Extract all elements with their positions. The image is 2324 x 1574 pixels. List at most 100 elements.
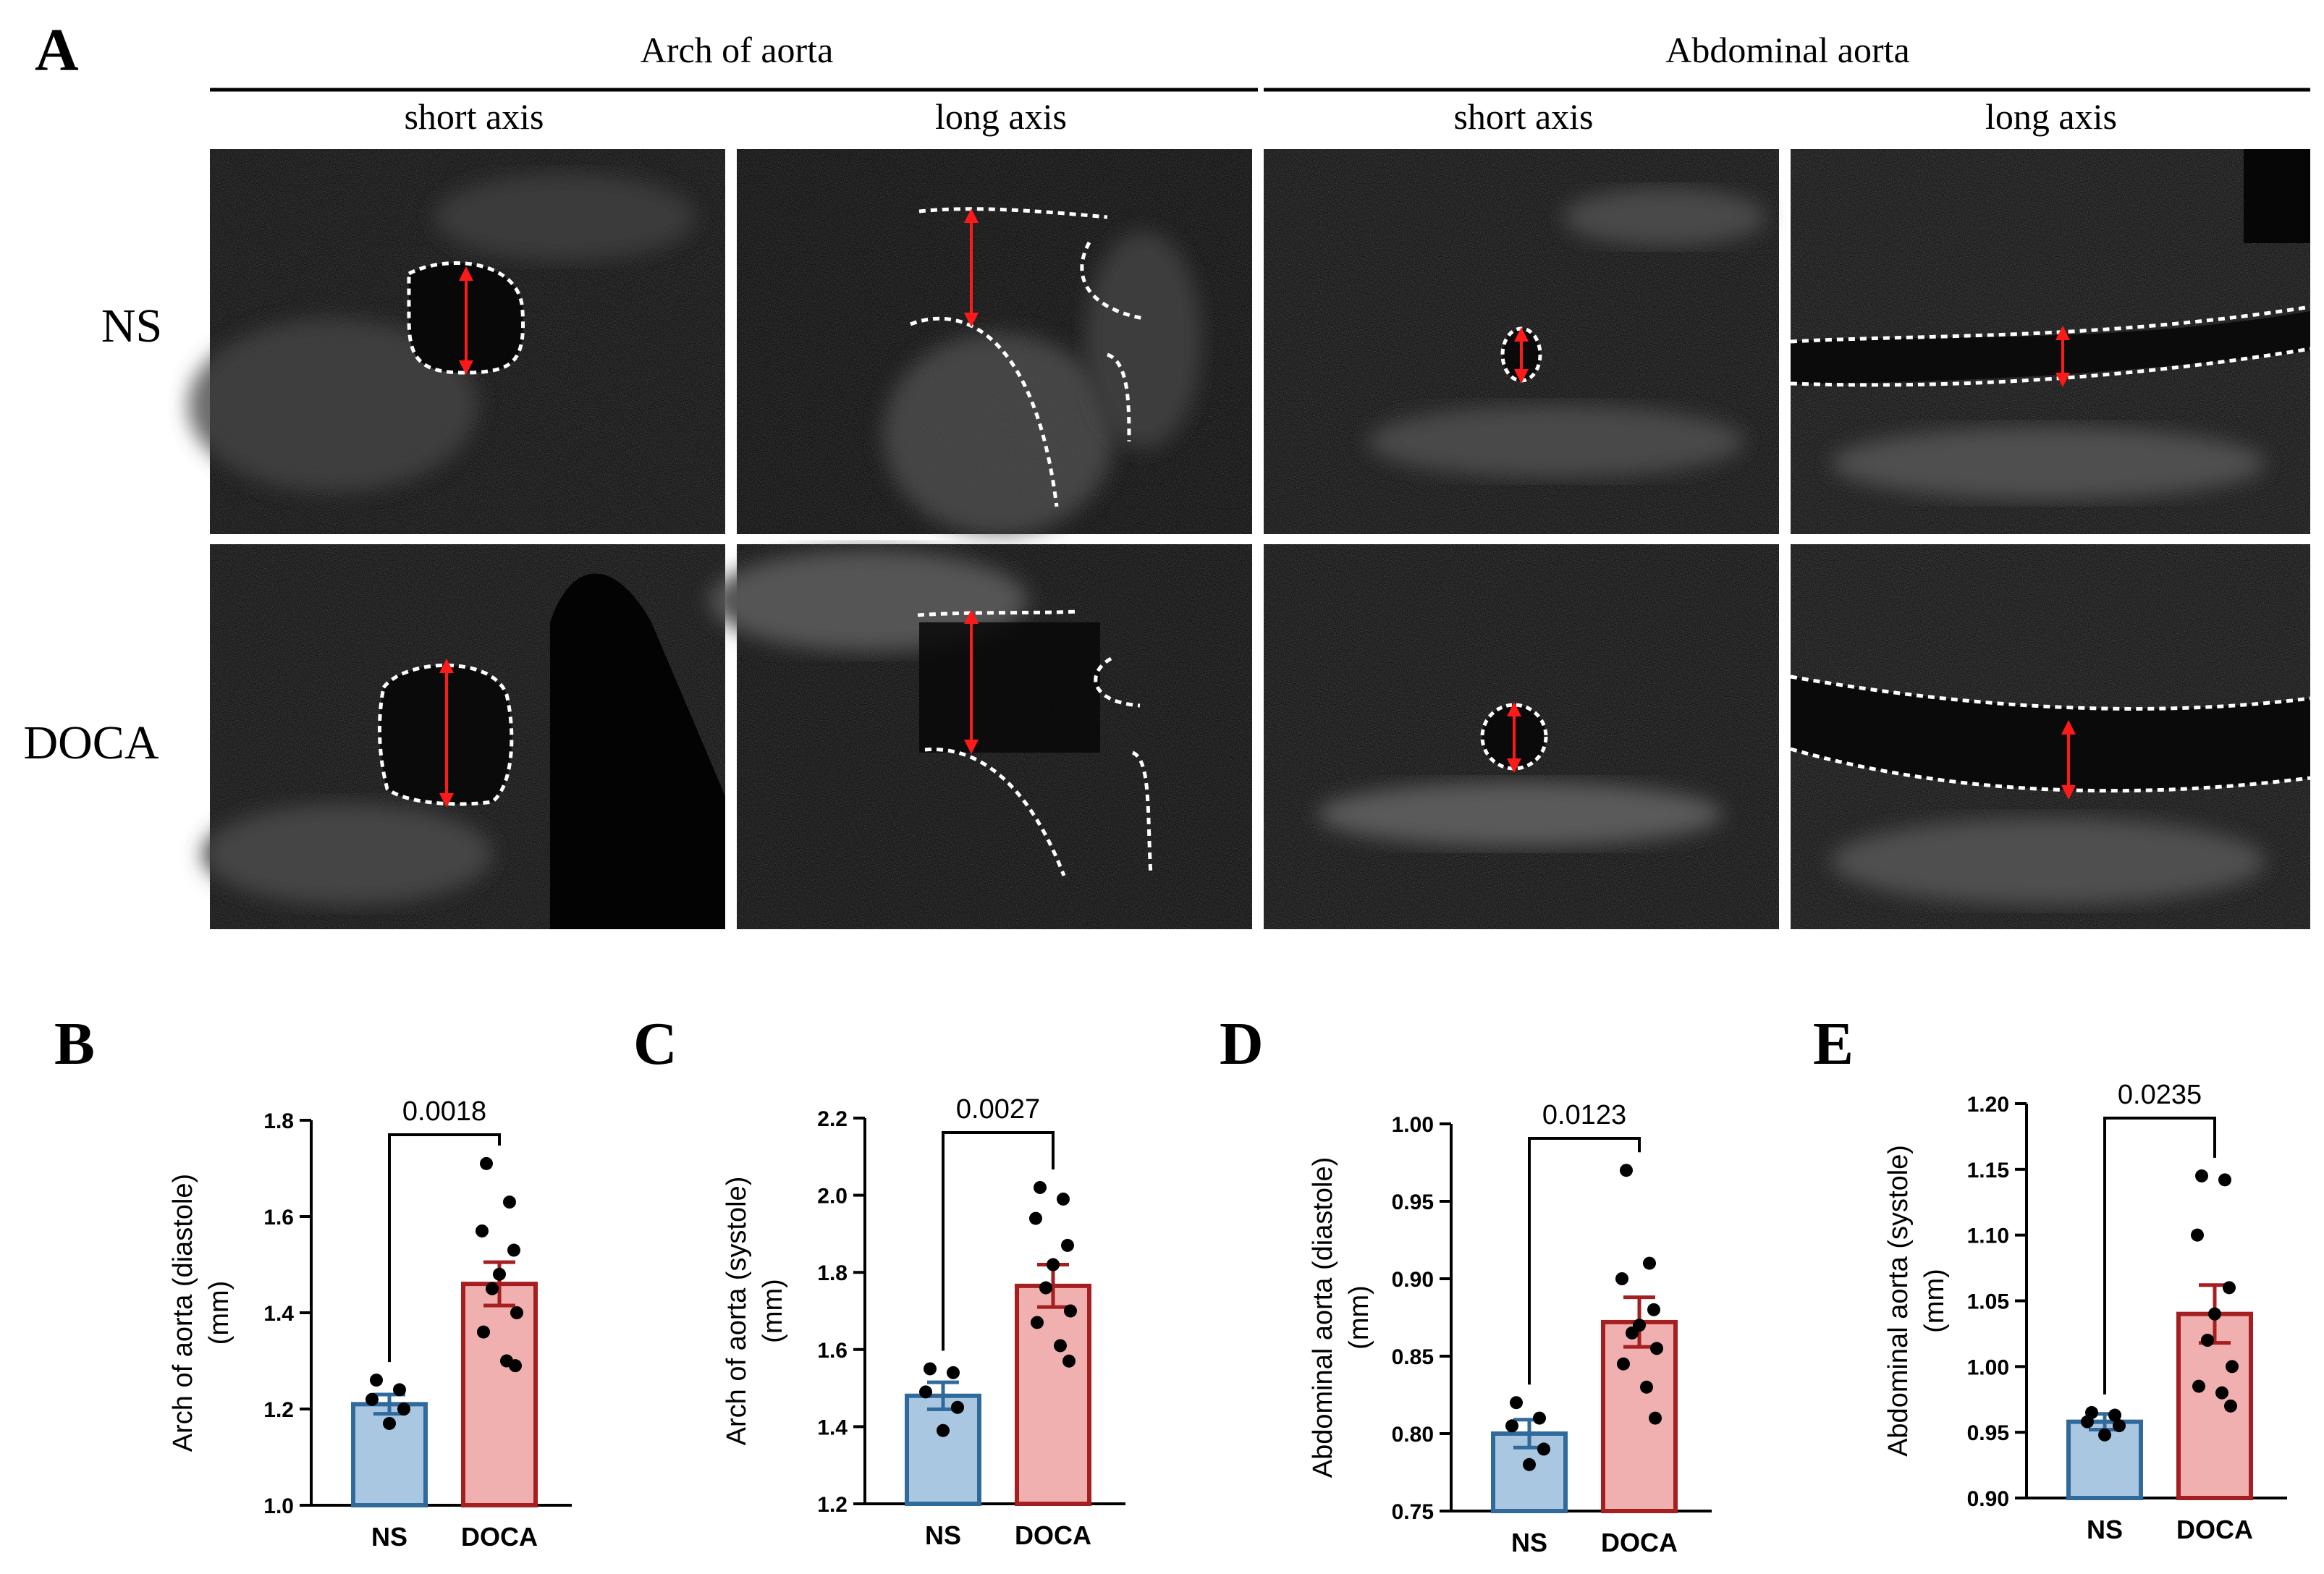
data-point-doca bbox=[1647, 1303, 1660, 1316]
x-tick-label: NS bbox=[371, 1522, 407, 1552]
data-point-ns bbox=[370, 1374, 383, 1387]
y-axis-label: Abdominal aorta (systole) (mm) bbox=[1883, 1145, 1950, 1457]
data-point-doca bbox=[2215, 1386, 2228, 1400]
data-point-doca bbox=[1039, 1281, 1052, 1295]
y-tick-label: 1.8 bbox=[817, 1261, 848, 1285]
data-point-doca bbox=[1649, 1411, 1662, 1425]
data-point-doca bbox=[480, 1156, 493, 1170]
data-point-doca bbox=[2224, 1399, 2237, 1413]
y-tick-label: 0.85 bbox=[1392, 1345, 1434, 1369]
row-label-doca: DOCA bbox=[23, 716, 159, 769]
y-tick-label: 0.90 bbox=[1967, 1487, 2009, 1511]
y-axis-label-line: Abdominal aorta (systole) bbox=[1883, 1145, 1914, 1457]
data-point-doca bbox=[1626, 1326, 1639, 1340]
y-axis-label-line: Abdominal aorta (diastole) bbox=[1308, 1157, 1338, 1478]
x-tick-label: DOCA bbox=[461, 1522, 538, 1552]
data-point-ns bbox=[1537, 1442, 1550, 1456]
view-header-2: long axis bbox=[935, 96, 1067, 137]
data-point-ns bbox=[919, 1385, 932, 1399]
y-axis-label-line: (mm) bbox=[758, 1279, 788, 1343]
p-value-label: 0.0027 bbox=[956, 1094, 1040, 1125]
y-axis-label: Abdominal aorta (diastole) (mm) bbox=[1308, 1157, 1374, 1478]
significance-bracket bbox=[1528, 1137, 1641, 1385]
us-image-doca-abdominal-long bbox=[1790, 544, 2311, 929]
data-point-ns bbox=[383, 1416, 396, 1430]
data-point-doca bbox=[1029, 1211, 1042, 1225]
y-tick-label: 1.4 bbox=[263, 1302, 294, 1326]
y-axis-label-line: (mm) bbox=[1919, 1269, 1950, 1333]
y-axis-label: Arch of aorta (diastole) (mm) bbox=[168, 1174, 234, 1452]
row-label-ns: NS bbox=[101, 300, 162, 352]
y-axis-label-line: Arch of aorta (systole) bbox=[722, 1177, 752, 1446]
data-point-doca bbox=[2201, 1334, 2214, 1347]
bar-charts: B 1.0 1.2 1.4 1.6 1.8 Arch of aorta (diastole)… bbox=[54, 1010, 2287, 1557]
data-point-doca bbox=[486, 1282, 499, 1295]
data-point-ns bbox=[365, 1392, 379, 1406]
y-tick-label: 0.75 bbox=[1392, 1500, 1434, 1524]
y-tick-label: 0.95 bbox=[1967, 1421, 2009, 1445]
p-value-label: 0.0123 bbox=[1542, 1100, 1626, 1130]
data-point-doca bbox=[2218, 1173, 2231, 1187]
us-image-ns-arch-short bbox=[188, 149, 725, 534]
panel-letter: C bbox=[633, 1010, 677, 1078]
y-tick-label: 2.0 bbox=[817, 1185, 848, 1209]
y-axis-label-line: Arch of aorta (diastole) bbox=[168, 1174, 198, 1452]
x-tick-label: NS bbox=[925, 1520, 961, 1550]
data-point-doca bbox=[1617, 1357, 1630, 1371]
data-point-doca bbox=[1054, 1339, 1067, 1353]
us-image-ns-arch-long bbox=[737, 149, 1252, 536]
data-point-ns bbox=[1510, 1396, 1523, 1410]
data-point-doca bbox=[1047, 1258, 1060, 1272]
data-point-doca bbox=[2192, 1379, 2205, 1393]
x-tick-label: DOCA bbox=[1015, 1520, 1091, 1550]
y-tick-label: 2.2 bbox=[817, 1107, 848, 1131]
data-point-ns bbox=[924, 1362, 937, 1376]
data-point-doca bbox=[1062, 1354, 1076, 1368]
y-tick-label: 1.00 bbox=[1967, 1355, 2009, 1379]
data-point-doca bbox=[2226, 1360, 2239, 1374]
y-axis-label-line: (mm) bbox=[204, 1281, 234, 1345]
bar-doca bbox=[1601, 1319, 1678, 1514]
data-point-doca bbox=[1643, 1256, 1656, 1270]
y-tick-label: 1.00 bbox=[1392, 1113, 1434, 1137]
y-tick-label: 1.2 bbox=[817, 1493, 848, 1517]
data-point-ns bbox=[393, 1383, 406, 1397]
y-tick-label: 0.80 bbox=[1392, 1423, 1434, 1447]
data-point-ns bbox=[947, 1366, 960, 1379]
data-point-doca bbox=[2223, 1281, 2236, 1295]
data-point-doca bbox=[1034, 1180, 1047, 1194]
y-tick-label: 0.95 bbox=[1392, 1190, 1434, 1214]
data-point-doca bbox=[507, 1243, 520, 1257]
group-header-arch: Arch of aorta bbox=[641, 30, 834, 70]
view-header-1: short axis bbox=[404, 96, 544, 137]
us-image-doca-arch-short bbox=[203, 544, 725, 929]
us-image-ns-abdominal-short bbox=[1264, 149, 1779, 534]
y-tick-label: 1.2 bbox=[263, 1398, 294, 1422]
chart-panel-b: B 1.0 1.2 1.4 1.6 1.8 Arch of aorta (diastole)… bbox=[54, 1010, 572, 1552]
us-image-doca-abdominal-short bbox=[1264, 544, 1779, 929]
bar-doca bbox=[2176, 1311, 2253, 1500]
panel-a-letter: A bbox=[35, 17, 79, 84]
p-value-label: 0.0018 bbox=[402, 1096, 486, 1127]
chart-panel-d: D 0.75 0.80 0.85 0.90 0.95 1.00 Abdominal aorta… bbox=[1220, 1010, 1712, 1557]
y-tick-label: 1.6 bbox=[817, 1339, 848, 1363]
data-point-ns bbox=[937, 1423, 950, 1437]
data-point-doca bbox=[1031, 1316, 1044, 1329]
panel-letter: B bbox=[54, 1010, 95, 1078]
data-point-ns bbox=[1505, 1419, 1518, 1433]
panel-letter: D bbox=[1220, 1010, 1264, 1078]
bar-doca bbox=[461, 1282, 538, 1507]
y-tick-label: 1.0 bbox=[263, 1494, 294, 1518]
data-point-doca bbox=[1640, 1380, 1653, 1394]
data-point-doca bbox=[1061, 1238, 1074, 1252]
data-point-doca bbox=[477, 1325, 490, 1339]
view-header-4: long axis bbox=[1985, 96, 2117, 137]
p-value-label: 0.0235 bbox=[2118, 1080, 2202, 1110]
x-tick-label: DOCA bbox=[1601, 1528, 1678, 1557]
data-point-doca bbox=[509, 1359, 522, 1373]
ultrasound-grid bbox=[188, 149, 2311, 929]
data-point-ns bbox=[2098, 1428, 2111, 1442]
data-point-ns bbox=[2113, 1419, 2126, 1433]
significance-bracket bbox=[942, 1131, 1055, 1351]
